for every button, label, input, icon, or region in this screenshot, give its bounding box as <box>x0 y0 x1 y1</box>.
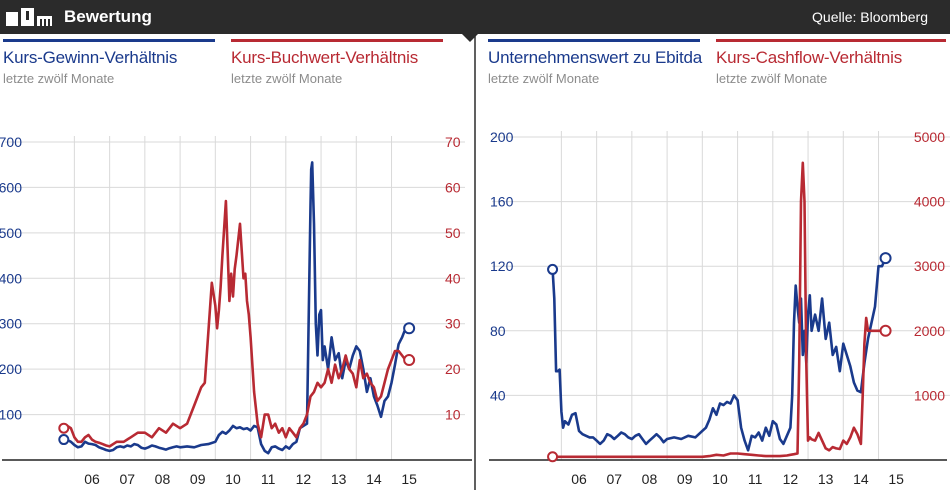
legend-kbv-label: Kurs-Buchwert-Verhältnis <box>231 48 418 67</box>
header-title: Bewertung <box>64 7 152 26</box>
legend-kgv: Kurs-Gewinn-Verhältnis letzte zwölf Mona… <box>3 39 215 86</box>
y-tick-right: 70 <box>445 134 461 150</box>
y-tick-left: 500 <box>0 225 22 241</box>
x-tick-label: 07 <box>119 471 135 487</box>
series-end-marker <box>403 354 416 367</box>
legend-kcv-label: Kurs-Cashflow-Verhältnis <box>716 48 903 67</box>
legend-kbv: Kurs-Buchwert-Verhältnis letzte zwölf Mo… <box>231 39 443 86</box>
y-tick-left: 160 <box>490 194 514 210</box>
x-tick-label: 14 <box>853 471 869 487</box>
x-tick-label: 08 <box>642 471 658 487</box>
legend-ev-label: Unternehmenswert zu Ebitda <box>488 48 703 67</box>
series-line-left <box>551 257 887 452</box>
y-tick-right: 5000 <box>914 129 945 145</box>
y-tick-left: 80 <box>490 323 506 339</box>
y-tick-right: 30 <box>445 316 461 332</box>
legend-ev-bar <box>488 39 700 42</box>
y-tick-right: 60 <box>445 179 461 195</box>
y-tick-left: 400 <box>0 270 22 286</box>
header-pointer <box>462 34 478 42</box>
x-tick-label: 10 <box>712 471 728 487</box>
y-tick-right: 4000 <box>914 194 945 210</box>
x-tick-label: 15 <box>401 471 417 487</box>
chart-right: 40 80 120 160 200 1000 2000 3000 4000 5000 06 07 08 0… <box>489 129 950 487</box>
series-line-right <box>552 161 886 459</box>
x-tick-label: 10 <box>225 471 241 487</box>
y-tick-right: 10 <box>445 407 461 423</box>
y-tick-left: 120 <box>490 258 514 274</box>
y-tick-right: 1000 <box>914 387 945 403</box>
x-tick-label: 06 <box>84 471 100 487</box>
series-start-marker <box>58 434 70 446</box>
y-tick-right: 20 <box>445 361 461 377</box>
y-tick-right: 40 <box>445 270 461 286</box>
series-line-left <box>63 161 410 455</box>
x-tick-label: 11 <box>261 471 276 487</box>
chart-left: 100 200 300 400 500 600 700 10 20 30 40 50 60 70 06 07 0… <box>0 134 472 487</box>
x-tick-label: 07 <box>606 471 622 487</box>
x-tick-label: 13 <box>331 471 347 487</box>
header-bar: Bewertung Quelle: Bloomberg <box>0 0 950 34</box>
x-tick-label: 15 <box>888 471 904 487</box>
y-tick-left: 40 <box>490 387 506 403</box>
series-end-marker <box>403 322 416 335</box>
series-start-marker <box>547 451 559 463</box>
legend-kcv: Kurs-Cashflow-Verhältnis letzte zwölf Mo… <box>716 39 946 86</box>
x-tick-label: 12 <box>783 471 799 487</box>
x-tick-label: 11 <box>748 471 763 487</box>
legend-kbv-sub: letzte zwölf Monate <box>231 71 343 86</box>
legend-ev-sub: letzte zwölf Monate <box>488 71 600 86</box>
x-tick-label: 13 <box>818 471 834 487</box>
x-tick-label: 09 <box>677 471 693 487</box>
y-tick-left: 200 <box>490 129 514 145</box>
y-tick-left: 600 <box>0 179 22 195</box>
legend-kcv-sub: letzte zwölf Monate <box>716 71 828 86</box>
y-tick-right: 3000 <box>914 258 945 274</box>
y-tick-right: 50 <box>445 225 461 241</box>
series-start-marker <box>547 263 559 275</box>
y-tick-left: 700 <box>0 134 22 150</box>
legend-kgv-bar <box>3 39 215 42</box>
series-end-marker <box>879 324 892 337</box>
x-tick-label: 12 <box>296 471 312 487</box>
y-tick-left: 200 <box>0 361 22 377</box>
series-start-marker <box>58 422 70 434</box>
x-tick-label: 08 <box>155 471 171 487</box>
legend-kbv-bar <box>231 39 443 42</box>
x-tick-label: 14 <box>366 471 382 487</box>
y-tick-left: 300 <box>0 316 22 332</box>
legend-kgv-label: Kurs-Gewinn-Verhältnis <box>3 48 178 67</box>
y-tick-right: 2000 <box>914 323 945 339</box>
company-logo-icon <box>6 8 52 26</box>
source-note: Quelle: Bloomberg <box>812 9 928 25</box>
series-end-marker <box>879 252 892 265</box>
legend-kgv-sub: letzte zwölf Monate <box>3 71 115 86</box>
y-tick-left: 100 <box>0 407 22 423</box>
legend-kcv-bar <box>716 39 946 42</box>
series-line-right <box>63 199 410 448</box>
x-tick-label: 09 <box>190 471 206 487</box>
x-tick-label: 06 <box>571 471 587 487</box>
legend-ev: Unternehmenswert zu Ebitda letzte zwölf … <box>488 39 702 86</box>
